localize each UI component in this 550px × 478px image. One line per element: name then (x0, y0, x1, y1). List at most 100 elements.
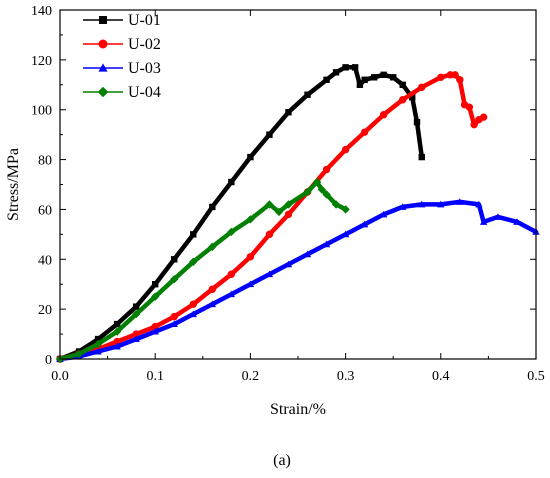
data-point (475, 200, 483, 208)
data-point (303, 187, 312, 197)
y-axis-title: Stress/MPa (5, 148, 22, 221)
data-point (456, 76, 464, 84)
data-point (284, 200, 293, 209)
data-point (361, 76, 368, 83)
data-point (513, 218, 521, 225)
data-point (331, 200, 341, 209)
series-u-03 (56, 198, 540, 362)
data-point (413, 118, 421, 126)
y-tick-label: 140 (31, 4, 52, 19)
data-point (189, 300, 197, 308)
data-point (93, 339, 103, 349)
data-point (399, 81, 406, 88)
x-tick-label: 0.4 (432, 369, 450, 384)
data-point (285, 109, 292, 116)
legend-label: U-04 (128, 84, 161, 101)
series-line-u-04 (57, 179, 348, 362)
data-point (247, 153, 254, 161)
x-tick-label: 0.1 (146, 369, 164, 384)
data-point (170, 312, 178, 321)
legend-item-u-02: U-02 (83, 36, 161, 53)
data-point (437, 200, 445, 208)
y-tick-label: 100 (31, 104, 52, 119)
data-point (113, 342, 121, 350)
data-point (227, 227, 236, 237)
y-tick-label: 60 (38, 203, 52, 218)
data-point (465, 103, 474, 111)
data-point (112, 327, 122, 336)
data-point (132, 335, 140, 343)
data-point (323, 76, 330, 83)
data-point (151, 322, 159, 331)
data-point (209, 203, 216, 211)
data-point (303, 250, 312, 258)
data-point (170, 320, 178, 328)
data-point (399, 203, 407, 210)
data-point (266, 131, 273, 138)
data-point (360, 220, 369, 228)
data-point (246, 280, 255, 288)
data-point (370, 74, 378, 81)
data-point (227, 270, 236, 278)
data-point (332, 69, 340, 76)
legend-item-u-03: U-03 (83, 60, 161, 77)
data-point (322, 165, 331, 174)
legend-item-u-04: U-04 (83, 84, 161, 101)
data-point (390, 74, 397, 81)
data-point (208, 242, 217, 251)
data-point (208, 285, 217, 293)
data-point (189, 257, 198, 266)
data-point (265, 270, 274, 278)
data-point (322, 190, 331, 199)
data-point (356, 81, 364, 88)
data-point (151, 327, 159, 335)
data-point (74, 349, 84, 359)
y-tick-label: 80 (38, 154, 52, 169)
data-point (227, 290, 236, 298)
data-point (379, 111, 388, 119)
data-point (113, 320, 121, 328)
data-point (151, 292, 160, 301)
data-point (494, 213, 502, 220)
legend-marker (98, 63, 108, 72)
data-point (152, 281, 159, 288)
data-point (409, 94, 416, 101)
data-point (342, 64, 349, 71)
data-point (451, 71, 459, 79)
data-point (94, 335, 102, 343)
data-point (246, 253, 255, 261)
legend-item-u-01: U-01 (83, 12, 161, 29)
data-point (189, 310, 197, 318)
axes-layer: 0.0 0.1 0.2 0.3 0.4 0.5 0 20 40 60 80 100 120 140 Stra… (5, 4, 545, 418)
legend-label: U-03 (128, 60, 161, 77)
data-point (341, 205, 350, 214)
data-point (265, 230, 274, 239)
data-point (132, 330, 140, 338)
data-point (479, 218, 488, 225)
data-point (170, 275, 179, 284)
data-point (132, 303, 140, 310)
series-u-01 (56, 64, 425, 363)
y-tick-label: 40 (38, 253, 52, 268)
data-point (190, 231, 197, 238)
data-point (312, 177, 322, 187)
data-point (132, 309, 141, 319)
data-point (437, 73, 445, 82)
curves-layer (55, 64, 540, 364)
data-point (322, 240, 331, 248)
x-tick-label: 0.5 (527, 369, 545, 384)
x-tick-label: 0.0 (51, 369, 69, 384)
data-point (304, 91, 311, 98)
data-point (351, 64, 359, 71)
legend-marker (97, 86, 109, 98)
data-point (479, 113, 488, 121)
data-point (284, 260, 293, 268)
data-point (418, 200, 426, 208)
data-point (360, 128, 369, 136)
legend-marker (99, 16, 107, 24)
data-point (265, 200, 274, 209)
x-axis-title: Strain/% (270, 401, 326, 418)
series-line-u-01 (57, 65, 425, 362)
figure-caption: (a) (273, 452, 291, 469)
